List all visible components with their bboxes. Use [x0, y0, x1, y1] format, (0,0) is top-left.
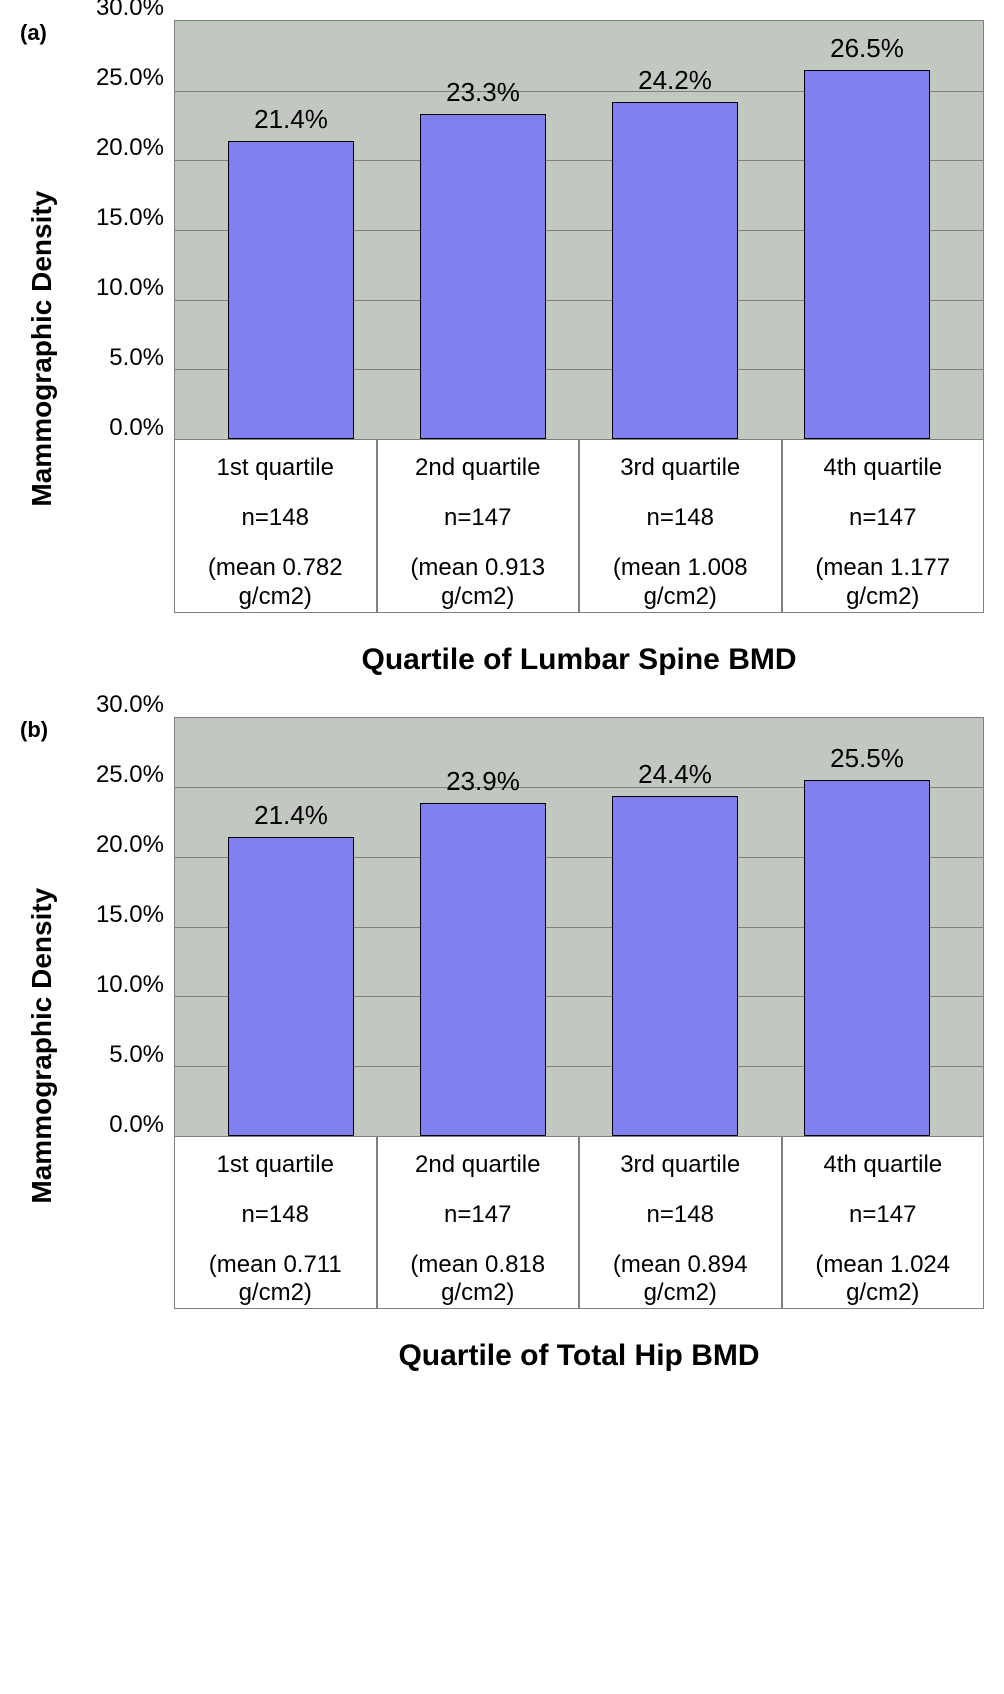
- x-category-label: 4th quartile: [787, 454, 980, 482]
- bar-value-label: 23.9%: [446, 766, 520, 797]
- x-n-label: n=148: [179, 1201, 372, 1229]
- x-n-label: n=147: [787, 504, 980, 532]
- x-label-cell: 2nd quartile n=147 (mean 0.913 g/cm2): [377, 440, 580, 613]
- bar-value-label: 23.3%: [446, 77, 520, 108]
- x-label-cell: 4th quartile n=147 (mean 1.024 g/cm2): [782, 1137, 985, 1310]
- x-axis-labels: 1st quartilen=148(mean 0.711 g/cm2)2nd q…: [174, 1137, 984, 1310]
- bar: [420, 803, 547, 1136]
- x-label-cell: 3rd quartile n=148 (mean 0.894 g/cm2): [579, 1137, 782, 1310]
- x-n-label: n=148: [179, 504, 372, 532]
- x-category-label: 3rd quartile: [584, 454, 777, 482]
- x-axis-title: Quartile of Lumbar Spine BMD: [174, 643, 984, 677]
- bar-slot: 25.5%: [771, 718, 963, 1136]
- x-category-label: 4th quartile: [787, 1151, 980, 1179]
- plot-area: 21.4% 23.3% 24.2% 26.5%: [174, 20, 984, 440]
- bar-slot: 24.2%: [579, 21, 771, 439]
- x-label-cell: 3rd quartile n=148 (mean 1.008 g/cm2): [579, 440, 782, 613]
- bar-slot: 21.4%: [195, 718, 387, 1136]
- x-category-label: 2nd quartile: [382, 454, 575, 482]
- x-mean-label: (mean 0.894 g/cm2): [584, 1251, 777, 1309]
- x-n-label: n=147: [382, 504, 575, 532]
- bar: [228, 837, 355, 1135]
- x-label-cell: 1st quartile n=148 (mean 0.711 g/cm2): [174, 1137, 377, 1310]
- x-n-label: n=147: [382, 1201, 575, 1229]
- x-mean-label: (mean 0.782 g/cm2): [179, 554, 372, 612]
- bar-slot: 23.9%: [387, 718, 579, 1136]
- x-n-label: n=148: [584, 1201, 777, 1229]
- x-mean-label: (mean 1.177 g/cm2): [787, 554, 980, 612]
- bar-value-label: 21.4%: [254, 104, 328, 135]
- bar: [804, 780, 931, 1135]
- y-axis-label: Mammographic Density: [20, 20, 64, 677]
- bar: [228, 141, 355, 439]
- bar: [612, 796, 739, 1136]
- bar: [612, 102, 739, 439]
- bar: [804, 70, 931, 439]
- y-axis-ticks: 30.0%25.0%20.0%15.0%10.0%5.0%0.0%: [64, 20, 174, 440]
- y-axis-ticks: 30.0%25.0%20.0%15.0%10.0%5.0%0.0%: [64, 717, 174, 1137]
- bar-slot: 21.4%: [195, 21, 387, 439]
- bars-container: 21.4% 23.9% 24.4% 25.5%: [175, 718, 983, 1136]
- x-label-cell: 4th quartile n=147 (mean 1.177 g/cm2): [782, 440, 985, 613]
- bar-value-label: 24.4%: [638, 759, 712, 790]
- bar-slot: 23.3%: [387, 21, 579, 439]
- x-axis-labels: 1st quartilen=148(mean 0.782 g/cm2)2nd q…: [174, 440, 984, 613]
- bar-value-label: 21.4%: [254, 800, 328, 831]
- x-n-label: n=148: [584, 504, 777, 532]
- y-axis-label: Mammographic Density: [20, 717, 64, 1374]
- x-category-label: 2nd quartile: [382, 1151, 575, 1179]
- x-mean-label: (mean 0.913 g/cm2): [382, 554, 575, 612]
- bar-slot: 26.5%: [771, 21, 963, 439]
- x-category-label: 1st quartile: [179, 454, 372, 482]
- chart-panel: (b)Mammographic Density30.0%25.0%20.0%15…: [20, 717, 984, 1374]
- x-n-label: n=147: [787, 1201, 980, 1229]
- x-category-label: 1st quartile: [179, 1151, 372, 1179]
- bars-container: 21.4% 23.3% 24.2% 26.5%: [175, 21, 983, 439]
- x-category-label: 3rd quartile: [584, 1151, 777, 1179]
- bar-slot: 24.4%: [579, 718, 771, 1136]
- x-axis-title: Quartile of Total Hip BMD: [174, 1339, 984, 1373]
- x-mean-label: (mean 1.008 g/cm2): [584, 554, 777, 612]
- x-mean-label: (mean 0.711 g/cm2): [179, 1251, 372, 1309]
- bar: [420, 114, 547, 439]
- x-label-cell: 2nd quartile n=147 (mean 0.818 g/cm2): [377, 1137, 580, 1310]
- x-mean-label: (mean 1.024 g/cm2): [787, 1251, 980, 1309]
- plot-area: 21.4% 23.9% 24.4% 25.5%: [174, 717, 984, 1137]
- bar-value-label: 25.5%: [830, 743, 904, 774]
- bar-value-label: 26.5%: [830, 33, 904, 64]
- x-mean-label: (mean 0.818 g/cm2): [382, 1251, 575, 1309]
- x-label-cell: 1st quartile n=148 (mean 0.782 g/cm2): [174, 440, 377, 613]
- chart-panel: (a)Mammographic Density30.0%25.0%20.0%15…: [20, 20, 984, 677]
- bar-value-label: 24.2%: [638, 65, 712, 96]
